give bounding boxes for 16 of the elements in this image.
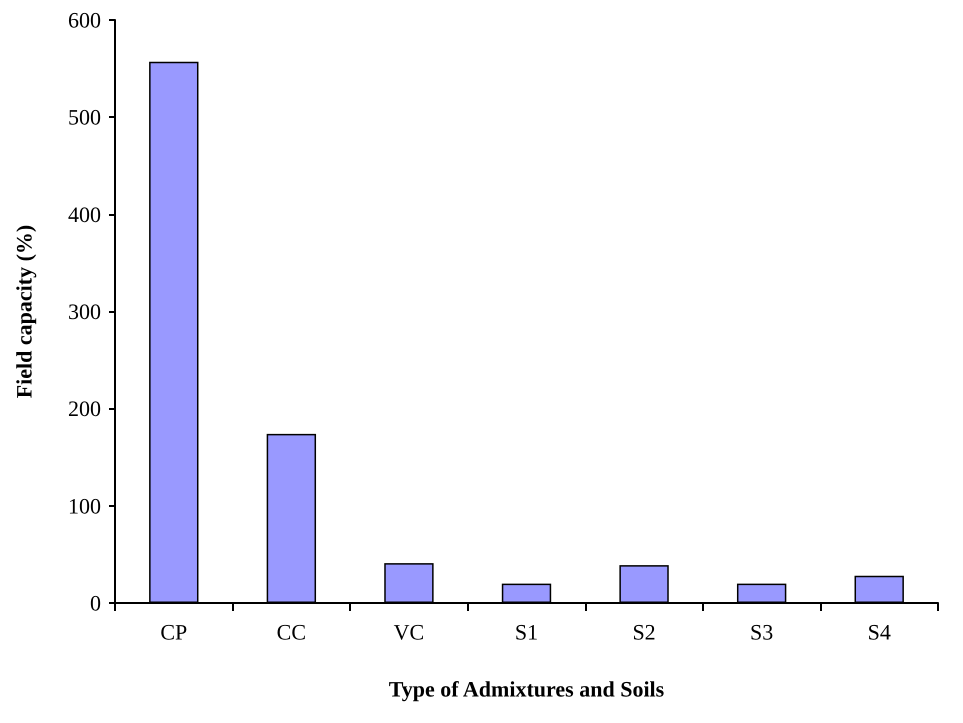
y-tick-label: 100 xyxy=(68,493,101,518)
y-tick-label: 600 xyxy=(68,8,101,32)
x-tick-label: S3 xyxy=(750,620,774,644)
y-tick-label: 300 xyxy=(68,299,101,324)
x-axis-title: Type of Admixtures and Soils xyxy=(388,676,665,702)
y-tick-label: 200 xyxy=(68,396,101,422)
x-tick-label: S2 xyxy=(632,620,656,644)
x-tick-label: S4 xyxy=(868,620,891,644)
y-tick-label: 500 xyxy=(68,104,101,130)
y-tick-label: 400 xyxy=(68,202,101,227)
x-tick-label: CC xyxy=(276,620,306,644)
x-tick-label: S1 xyxy=(514,620,538,644)
x-tick-label: VC xyxy=(394,620,424,644)
x-tick-label: CP xyxy=(160,620,188,644)
y-tick-label: 0 xyxy=(90,590,101,616)
y-axis-title: Field capacity (%) xyxy=(12,224,36,398)
